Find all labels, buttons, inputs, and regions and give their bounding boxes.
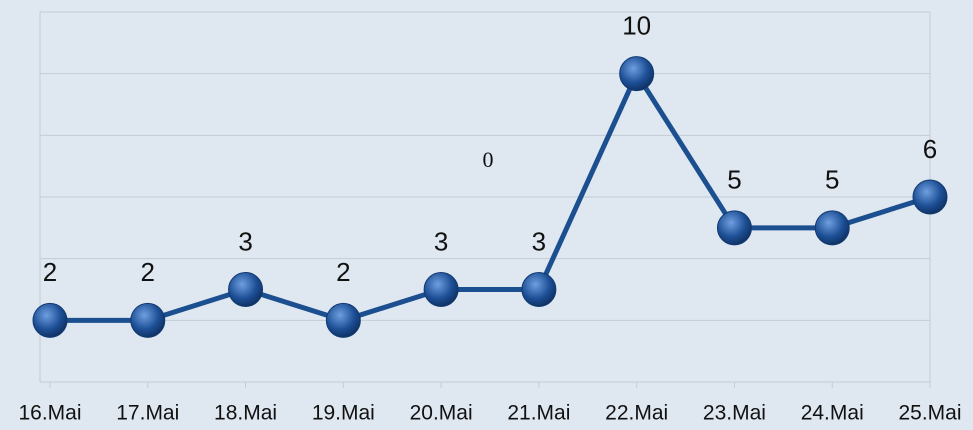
x-tick-label: 18.Mai (214, 402, 277, 425)
marker (521, 272, 557, 307)
data-label: 3 (434, 226, 448, 256)
x-tick-label: 16.Mai (18, 402, 81, 425)
line (50, 71, 931, 323)
data-label: 2 (141, 257, 155, 287)
marker (619, 56, 655, 92)
data-label: 2 (43, 257, 57, 287)
x-tick-label: 23.Mai (703, 402, 766, 425)
marker (716, 210, 752, 246)
data-label: 3 (238, 226, 252, 256)
data-label: 2 (336, 257, 350, 287)
marker (32, 302, 68, 338)
marker (130, 302, 166, 338)
marker (814, 210, 850, 246)
data-label: 10 (622, 11, 651, 41)
x-tick-label: 20.Mai (410, 402, 473, 425)
x-tick-label: 24.Mai (801, 402, 864, 425)
x-tick-label: 22.Mai (605, 402, 668, 425)
x-tick-label: 25.Mai (898, 402, 961, 425)
data-label: 5 (727, 165, 741, 195)
marker (228, 272, 264, 307)
x-tick-label: 19.Mai (312, 402, 375, 425)
annotation: 0 (483, 147, 494, 172)
data-label: 3 (532, 226, 546, 256)
data-label: 6 (923, 134, 937, 164)
data-label: 5 (825, 165, 839, 195)
x-tick-label: 17.Mai (116, 402, 179, 425)
marker (912, 179, 948, 215)
marker (325, 302, 361, 338)
marker (423, 272, 459, 307)
x-tick-label: 21.Mai (507, 402, 570, 425)
